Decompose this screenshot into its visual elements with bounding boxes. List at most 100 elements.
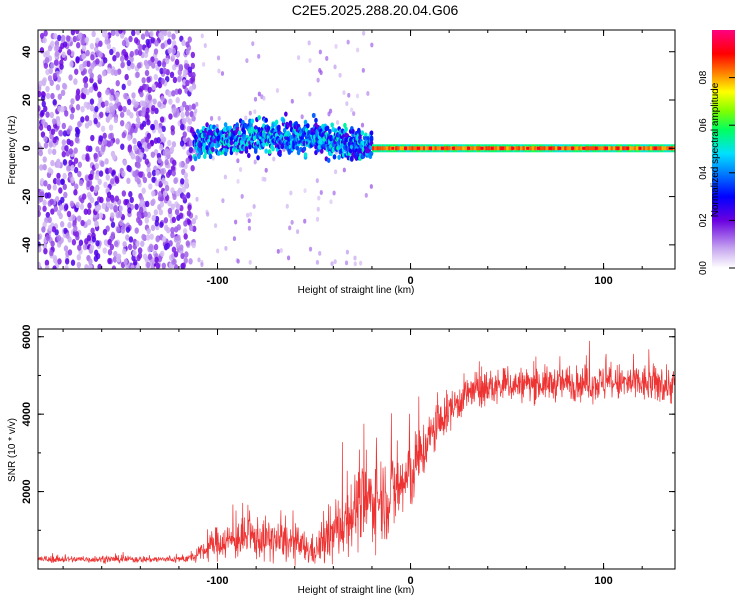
noise-dot (40, 131, 46, 138)
noise-dot (186, 192, 191, 199)
line-core (473, 146, 477, 151)
line-core (455, 146, 458, 151)
noise-dot (182, 228, 188, 235)
y-tick-label: 40 (21, 46, 33, 58)
noise-dot (75, 128, 81, 135)
noise-dot (113, 69, 119, 77)
noise-dot (50, 159, 55, 167)
line-core (534, 146, 537, 151)
signal-blob (211, 141, 215, 147)
line-core (666, 146, 669, 151)
noise-dot (49, 198, 54, 205)
noise-dot (370, 42, 374, 48)
noise-dot (91, 232, 96, 239)
noise-dot (247, 218, 251, 224)
noise-dot (154, 180, 160, 187)
noise-dot (164, 159, 169, 166)
noise-dot (144, 69, 150, 77)
noise-dot (38, 80, 43, 87)
noise-dot (350, 107, 354, 113)
noise-dot (70, 176, 75, 184)
line-peak (490, 146, 494, 150)
noise-dot (79, 65, 84, 72)
line-core (448, 146, 451, 151)
y-tick-label: 0 (21, 145, 33, 151)
line-core (506, 146, 509, 151)
noise-dot (66, 35, 71, 42)
noise-dot (115, 51, 120, 58)
noise-dot (319, 70, 323, 76)
noise-dot (360, 122, 365, 128)
signal-blob (242, 129, 246, 135)
noise-dot (97, 263, 102, 269)
signal-blob (302, 146, 307, 152)
line-core (464, 146, 467, 151)
noise-dot (132, 249, 137, 257)
noise-dot (167, 38, 172, 45)
noise-dot (161, 61, 167, 68)
noise-dot (167, 90, 172, 98)
noise-dot (102, 132, 107, 140)
noise-dot (132, 137, 137, 145)
noise-dot (45, 234, 51, 241)
line-core (622, 146, 625, 151)
noise-dot (85, 49, 90, 57)
noise-dot (69, 113, 75, 120)
signal-blob (303, 119, 308, 125)
line-core (515, 146, 518, 151)
noise-dot (279, 248, 283, 253)
noise-dot (171, 170, 176, 177)
noise-dot (315, 178, 319, 184)
noise-dot (41, 226, 46, 233)
noise-dot (131, 92, 136, 99)
signal-blob (281, 117, 286, 124)
noise-dot (180, 252, 185, 260)
line-core (619, 146, 623, 151)
noise-dot (113, 204, 118, 212)
noise-dot (352, 111, 356, 117)
noise-dot (244, 115, 248, 121)
x-tick-label: -100 (207, 575, 229, 587)
signal-blob (264, 117, 268, 123)
noise-dot (135, 30, 141, 36)
noise-dot (151, 83, 157, 91)
noise-dot (181, 262, 186, 269)
noise-dot (189, 77, 194, 84)
noise-dot (84, 174, 90, 181)
noise-dot (57, 258, 62, 265)
line-core (522, 146, 525, 151)
noise-dot (38, 124, 44, 131)
noise-dot (115, 91, 120, 98)
noise-dot (84, 238, 89, 245)
line-core (629, 146, 632, 151)
line-core (612, 146, 616, 151)
noise-dot (77, 170, 82, 178)
line-peak (604, 146, 608, 150)
noise-dot (217, 68, 221, 74)
noise-dot (121, 39, 127, 47)
noise-dot (154, 40, 159, 47)
signal-blob (202, 132, 207, 138)
line-core (598, 146, 602, 151)
noise-dot (170, 226, 175, 234)
noise-dot (275, 88, 280, 93)
noise-dot (40, 95, 46, 102)
line-core (422, 146, 426, 151)
noise-dot (194, 108, 198, 114)
noise-dot (112, 104, 117, 111)
noise-dot (173, 251, 179, 258)
line-peak (594, 146, 598, 150)
noise-dot (65, 232, 70, 239)
noise-dot (81, 154, 86, 161)
noise-dot (135, 240, 140, 247)
noise-dot (47, 167, 52, 174)
noise-dot (146, 211, 151, 219)
line-core (487, 146, 491, 151)
signal-blob (284, 111, 288, 117)
snr-axes: -100 0 100 2000 4000 6000 (21, 324, 675, 587)
noise-dot (184, 104, 190, 112)
noise-dot (83, 208, 89, 215)
colorbar-tick-label: 0.0 (698, 261, 709, 275)
noise-dot (43, 135, 48, 143)
